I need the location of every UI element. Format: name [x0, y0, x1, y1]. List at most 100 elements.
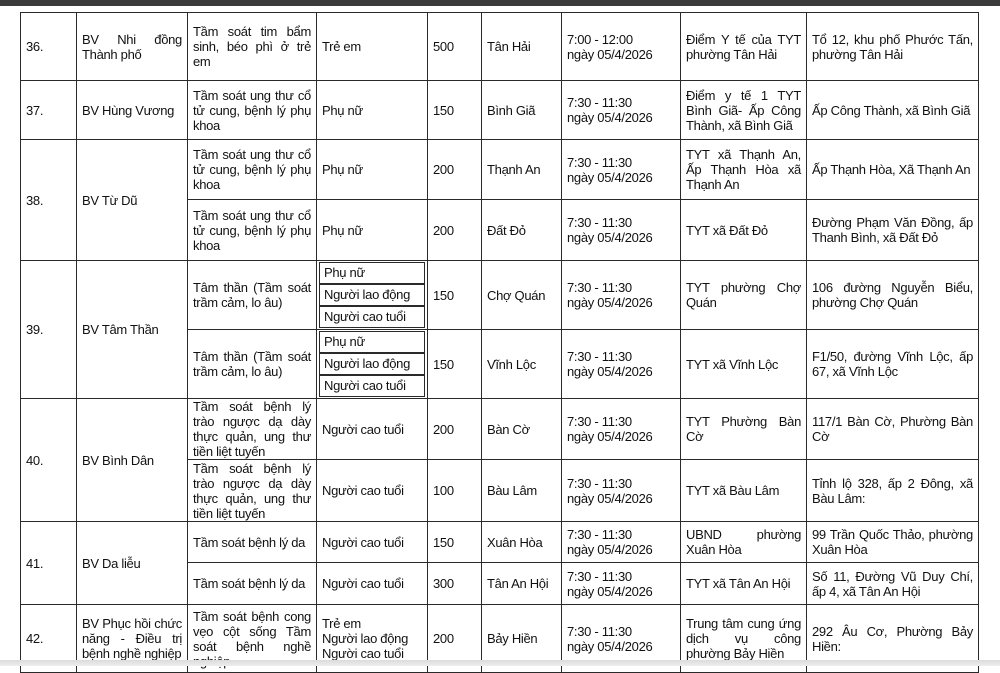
screening-content: Tầm soát ung thư cổ tử cung, bệnh lý phụ… — [187, 139, 317, 200]
screening-content: Tầm soát bệnh lý trào ngược dạ dày thực … — [187, 459, 317, 522]
quantity: 200 — [427, 398, 482, 460]
target-group: Phụ nữ — [319, 331, 425, 353]
address: Đường Phạm Văn Đồng, ấp Thanh Bình, xã Đ… — [806, 199, 979, 261]
target-group: Người cao tuổi — [316, 459, 428, 522]
address: F1/50, đường Vĩnh Lộc, ấp 67, xã Vĩnh Lộ… — [806, 329, 979, 399]
location: Bàn Cờ — [481, 398, 562, 460]
target-group: Người cao tuổi — [316, 521, 428, 563]
location: Bình Giã — [481, 80, 562, 140]
target-group: Phụ nữ — [316, 80, 428, 140]
quantity: 150 — [427, 329, 482, 399]
hospital-name: BV Da liễu — [76, 521, 188, 605]
location: Vĩnh Lộc — [481, 329, 562, 399]
location: Thạnh An — [481, 139, 562, 200]
time: 7:00 - 12:00 ngày 05/4/2026 — [561, 12, 681, 81]
screening-content: Tầm soát bệnh lý da — [187, 521, 317, 563]
quantity: 150 — [427, 80, 482, 140]
row-number: 38. — [20, 139, 77, 261]
target-group-cell: Phụ nữ Người lao động Người cao tuổi — [316, 329, 428, 399]
table-row: 39. BV Tâm Thần Tâm thần (Tầm soát trầm cả… — [20, 260, 979, 399]
time: 7:30 - 11:30 ngày 05/4/2026 — [561, 329, 681, 399]
row-number: 37. — [20, 80, 77, 140]
quantity: 500 — [427, 12, 482, 81]
target-group: Người cao tuổi — [319, 375, 425, 397]
location: Tân Hải — [481, 12, 562, 81]
hospital-name: BV Hùng Vương — [76, 80, 188, 140]
target-group: Người cao tuổi — [316, 398, 428, 460]
venue: UBND phường Xuân Hòa — [680, 521, 807, 563]
target-group-cell: Phụ nữ Người lao động Người cao tuổi — [316, 260, 428, 330]
time: 7:30 - 11:30 ngày 05/4/2026 — [561, 199, 681, 261]
venue: TYT xã Vĩnh Lộc — [680, 329, 807, 399]
table-row: Tâm thần (Tầm soát trầm cảm, lo âu) Phụ n… — [21, 329, 979, 399]
venue: TYT xã Thạnh An, Ấp Thạnh Hòa xã Thạnh A… — [680, 139, 807, 200]
address: 106 đường Nguyễn Biểu, phường Chợ Quán — [806, 260, 979, 330]
row-number: 36. — [20, 12, 77, 81]
screening-schedule-table: 36. BV Nhi đồng Thành phố Tầm soát tim bẩm… — [20, 12, 979, 673]
table-row: Tầm soát ung thư cổ tử cung, bệnh lý phụ… — [21, 199, 979, 261]
hospital-name: BV Nhi đồng Thành phố — [76, 12, 188, 81]
table-row: Tầm soát bệnh lý trào ngược dạ dày thực … — [21, 459, 979, 522]
address: Số 11, Đường Vũ Duy Chí, ấp 4, xã Tân An… — [806, 562, 979, 605]
target-group: Trẻ em — [316, 12, 428, 81]
table-row: 38. BV Từ Dũ Tầm soát ung thư cổ tử cung, … — [20, 139, 979, 261]
hospital-name: BV Từ Dũ — [76, 139, 188, 261]
hospital-name: BV Bình Dân — [76, 398, 188, 522]
window-bottom-bar — [0, 660, 1000, 666]
screening-content: Tầm soát tim bẩm sinh, béo phì ở trẻ em — [187, 12, 317, 81]
target-group: Phụ nữ — [319, 262, 425, 284]
venue: Điểm Y tế của TYT phường Tân Hải — [680, 12, 807, 81]
venue: TYT xã Tân An Hội — [680, 562, 807, 605]
target-group: Người lao động — [319, 353, 425, 375]
venue: Điểm y tế 1 TYT Bình Giã- Ấp Công Thành,… — [680, 80, 807, 140]
table-row: Tầm soát bệnh lý da Người cao tuổi 300 Tân … — [21, 562, 979, 605]
quantity: 150 — [427, 260, 482, 330]
table-row: 36. BV Nhi đồng Thành phố Tầm soát tim bẩm… — [20, 12, 979, 81]
quantity: 150 — [427, 521, 482, 563]
address: 117/1 Bàn Cờ, Phường Bàn Cờ — [806, 398, 979, 460]
row-number: 39. — [20, 260, 77, 399]
address: Tổ 12, khu phố Phước Tấn, phường Tân Hải — [806, 12, 979, 81]
time: 7:30 - 11:30 ngày 05/4/2026 — [561, 521, 681, 563]
time: 7:30 - 11:30 ngày 05/4/2026 — [561, 80, 681, 140]
window-top-bar — [0, 0, 1000, 6]
screening-content: Tầm soát ung thư cổ tử cung, bệnh lý phụ… — [187, 80, 317, 140]
table-row: 41. BV Da liễu Tầm soát bệnh lý da Người ca… — [20, 521, 979, 605]
address: Ấp Công Thành, xã Bình Giã — [806, 80, 979, 140]
row-number: 41. — [20, 521, 77, 605]
target-group: Phụ nữ — [316, 199, 428, 261]
venue: TYT xã Đất Đỏ — [680, 199, 807, 261]
target-group: Người cao tuổi — [316, 562, 428, 605]
address: Ấp Thạnh Hòa, Xã Thạnh An — [806, 139, 979, 200]
location: Tân An Hội — [481, 562, 562, 605]
venue: TYT xã Bàu Lâm — [680, 459, 807, 522]
target-group: Người cao tuổi — [319, 306, 425, 328]
table-body: 36. BV Nhi đồng Thành phố Tầm soát tim bẩm… — [20, 12, 979, 673]
time: 7:30 - 11:30 ngày 05/4/2026 — [561, 562, 681, 605]
address: Tỉnh lộ 328, ấp 2 Đông, xã Bàu Lâm: — [806, 459, 979, 522]
screening-content: Tâm thần (Tầm soát trầm cảm, lo âu) — [187, 329, 317, 399]
location: Đất Đỏ — [481, 199, 562, 261]
target-group: Người lao động — [319, 284, 425, 306]
time: 7:30 - 11:30 ngày 05/4/2026 — [561, 139, 681, 200]
location: Xuân Hòa — [481, 521, 562, 563]
screening-content: Tầm soát bệnh lý trào ngược dạ dày thực … — [187, 398, 317, 460]
quantity: 200 — [427, 199, 482, 261]
address: 99 Trần Quốc Thảo, phường Xuân Hòa — [806, 521, 979, 563]
hospital-name: BV Tâm Thần — [76, 260, 188, 399]
location: Bàu Lâm — [481, 459, 562, 522]
screening-content: Tâm thần (Tầm soát trầm cảm, lo âu) — [187, 260, 317, 330]
time: 7:30 - 11:30 ngày 05/4/2026 — [561, 459, 681, 522]
row-number: 40. — [20, 398, 77, 522]
screening-content: Tầm soát bệnh lý da — [187, 562, 317, 605]
target-group: Phụ nữ — [316, 139, 428, 200]
quantity: 300 — [427, 562, 482, 605]
time: 7:30 - 11:30 ngày 05/4/2026 — [561, 260, 681, 330]
screening-content: Tầm soát ung thư cổ tử cung, bệnh lý phụ… — [187, 199, 317, 261]
time: 7:30 - 11:30 ngày 05/4/2026 — [561, 398, 681, 460]
venue: TYT phường Chợ Quán — [680, 260, 807, 330]
quantity: 200 — [427, 139, 482, 200]
quantity: 100 — [427, 459, 482, 522]
venue: TYT Phường Bàn Cờ — [680, 398, 807, 460]
table-row: 37. BV Hùng Vương Tầm soát ung thư cổ tử c… — [20, 80, 979, 140]
